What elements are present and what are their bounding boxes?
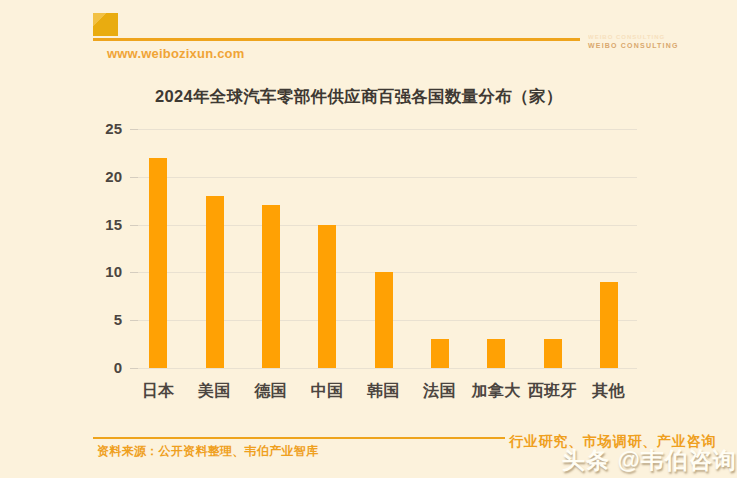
y-axis-tick-20 <box>130 177 138 178</box>
y-axis-label-0: 0 <box>86 359 122 376</box>
bar-日本 <box>149 158 167 368</box>
website-url: www.weibozixun.com <box>107 46 244 61</box>
y-axis-tick-10 <box>130 272 138 273</box>
y-axis-label-10: 10 <box>86 263 122 280</box>
footer-divider-line <box>93 437 505 439</box>
y-axis-tick-15 <box>130 225 138 226</box>
bar-法国 <box>431 339 449 368</box>
y-axis-label-5: 5 <box>86 311 122 328</box>
gridline-25 <box>130 129 637 130</box>
bar-德国 <box>262 205 280 368</box>
bar-美国 <box>206 196 224 368</box>
header-divider-line <box>93 38 580 41</box>
bar-西班牙 <box>544 339 562 368</box>
bar-chart-plot-area: 0510152025日本美国德国中国韩国法国加拿大西班牙其他 <box>130 129 637 368</box>
brand-logo-square-icon <box>93 13 118 36</box>
y-axis-label-25: 25 <box>86 120 122 137</box>
y-axis-label-20: 20 <box>86 168 122 185</box>
bar-中国 <box>318 225 336 368</box>
bar-其他 <box>600 282 618 368</box>
brand-block: WEIBO CONSULTING WEIBO CONSULTING <box>588 34 679 49</box>
bar-韩国 <box>375 272 393 368</box>
y-axis-tick-5 <box>130 320 138 321</box>
brand-tagline: WEIBO CONSULTING <box>588 42 679 49</box>
gridline-20 <box>130 177 637 178</box>
source-note: 资料来源：公开资料整理、韦伯产业智库 <box>97 443 318 460</box>
toutiao-watermark: 头条 @韦伯咨询 <box>562 445 737 476</box>
infographic-page: www.weibozixun.com WEIBO CONSULTING WEIB… <box>0 0 737 478</box>
chart-title: 2024年全球汽车零部件供应商百强各国数量分布（家） <box>155 86 563 108</box>
y-axis-label-15: 15 <box>86 216 122 233</box>
brand-tagline-ghost: WEIBO CONSULTING <box>588 34 679 40</box>
bar-加拿大 <box>487 339 505 368</box>
y-axis-tick-0 <box>130 368 138 369</box>
y-axis-tick-25 <box>130 129 138 130</box>
x-axis-label-其他: 其他 <box>571 381 647 402</box>
gridline-0 <box>130 368 637 369</box>
